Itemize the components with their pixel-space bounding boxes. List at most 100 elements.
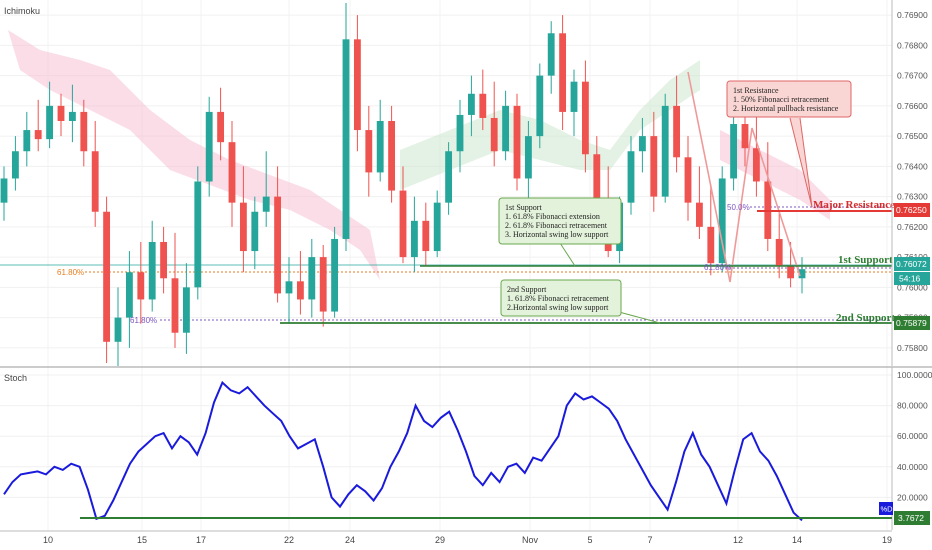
time-tick-label: 14	[792, 535, 802, 545]
candle-body	[730, 124, 738, 179]
candle-body	[46, 105, 54, 140]
candle-body	[410, 220, 418, 258]
fib-label-500-right: 50.0%	[727, 203, 750, 212]
price-tag-major-resistance: 0.76250	[894, 203, 930, 217]
candle-body	[365, 130, 373, 173]
candle-body	[798, 269, 806, 279]
time-tick-label: 17	[196, 535, 206, 545]
first-support-label: 1st Support	[838, 254, 893, 266]
price-tick-label: 0.76400	[897, 161, 928, 171]
time-tick-label: 7	[647, 535, 652, 545]
stoch-label: Stoch	[4, 373, 27, 383]
candle-body	[490, 117, 498, 152]
candle-body	[137, 272, 145, 300]
candle-body	[205, 111, 213, 182]
candle-body	[536, 75, 544, 137]
svg-text:0.76250: 0.76250	[896, 205, 927, 215]
callout-leader-first-resistance	[789, 117, 813, 208]
callout-first-support: 1st Support 1. 61.8% Fibonacci extension…	[498, 197, 622, 245]
stoch-tick-label: 100.0000	[897, 370, 932, 380]
candle-body	[239, 202, 247, 252]
callout-first-resistance: 1st Resistance 1. 50% Fibonacci retracem…	[726, 80, 852, 118]
candle-body	[513, 105, 521, 179]
candle-body	[445, 151, 453, 203]
price-tag-second-support: 0.75879	[894, 316, 930, 330]
candle-body	[741, 124, 749, 149]
candle-body	[194, 181, 202, 288]
callout-leader-second-support	[618, 311, 661, 324]
callout-second-support-line2: 2.Horizontal swing low support	[507, 303, 609, 312]
time-tick-label: 29	[435, 535, 445, 545]
time-tick-label: 22	[284, 535, 294, 545]
candle-body	[581, 81, 589, 155]
candle-body	[308, 257, 316, 300]
stoch-value-tag: 3.7672	[894, 511, 930, 525]
candle-body	[11, 151, 19, 179]
svg-text:%D: %D	[881, 505, 894, 514]
candle-body	[182, 287, 190, 333]
callout-first-support-title: 1st Support	[505, 203, 542, 212]
candle-body	[638, 136, 646, 152]
candle-body	[171, 278, 179, 333]
price-tick-label: 0.76800	[897, 40, 928, 50]
candle-body	[673, 105, 681, 158]
price-tick-label: 0.75800	[897, 343, 928, 353]
price-tick-label: 0.76700	[897, 71, 928, 81]
candle-body	[502, 105, 510, 152]
candle-body	[787, 266, 795, 279]
candle-body	[342, 39, 350, 239]
candle-body	[376, 120, 384, 173]
callout-first-resistance-line1: 1. 50% Fibonacci retracement	[733, 95, 830, 104]
svg-text:3.7672: 3.7672	[898, 513, 924, 523]
candle-body	[251, 211, 259, 252]
candle-body	[718, 178, 726, 264]
callout-second-support-line1: 1. 61.8% Fibonacci retracement	[507, 294, 610, 303]
price-tick-label: 0.76600	[897, 101, 928, 111]
candle-body	[217, 111, 225, 143]
candle-body	[456, 114, 464, 152]
callout-first-resistance-title: 1st Resistance	[733, 86, 779, 95]
candle-body	[388, 120, 396, 191]
callout-second-support-title: 2nd Support	[507, 285, 547, 294]
price-candles	[0, 3, 806, 366]
price-tick-label: 0.76200	[897, 222, 928, 232]
candle-body	[125, 272, 133, 318]
candle-body	[479, 93, 487, 118]
price-tick-label: 0.76300	[897, 192, 928, 202]
candle-body	[524, 136, 532, 179]
candle-body	[80, 111, 88, 152]
candle-body	[68, 111, 76, 121]
candle-body	[467, 93, 475, 115]
candle-body	[57, 105, 65, 121]
candle-body	[570, 81, 578, 112]
price-tick-label: 0.76000	[897, 282, 928, 292]
indicator-label: Ichimoku	[4, 6, 40, 16]
stoch-badge: %D	[879, 502, 893, 515]
time-tick-label: 19	[882, 535, 892, 545]
time-tick-label: 12	[733, 535, 743, 545]
candle-body	[34, 130, 42, 140]
stoch-tick-label: 40.0000	[897, 462, 928, 472]
candle-body	[775, 238, 783, 267]
candle-body	[160, 241, 168, 279]
candle-body	[593, 154, 601, 212]
fib-label-618-lower: 61.80%	[130, 316, 157, 325]
candle-body	[547, 33, 555, 76]
candle-body	[91, 151, 99, 212]
candle-body	[627, 151, 635, 203]
stoch-axis: 100.0000 80.0000 60.0000 40.0000 20.0000	[891, 367, 932, 530]
harmonic-pattern	[687, 71, 801, 283]
candle-body	[684, 157, 692, 203]
callout-first-support-line3: 3. Horizontal swing low support	[505, 230, 609, 239]
candle-body	[559, 33, 567, 112]
time-tick-label: 24	[345, 535, 355, 545]
svg-text:0.75879: 0.75879	[896, 318, 927, 328]
svg-text:0.76072: 0.76072	[896, 259, 927, 269]
candle-body	[228, 142, 236, 203]
time-tick-label: 15	[137, 535, 147, 545]
candle-body	[114, 317, 122, 342]
candle-body	[262, 196, 270, 212]
time-tick-label: 5	[587, 535, 592, 545]
